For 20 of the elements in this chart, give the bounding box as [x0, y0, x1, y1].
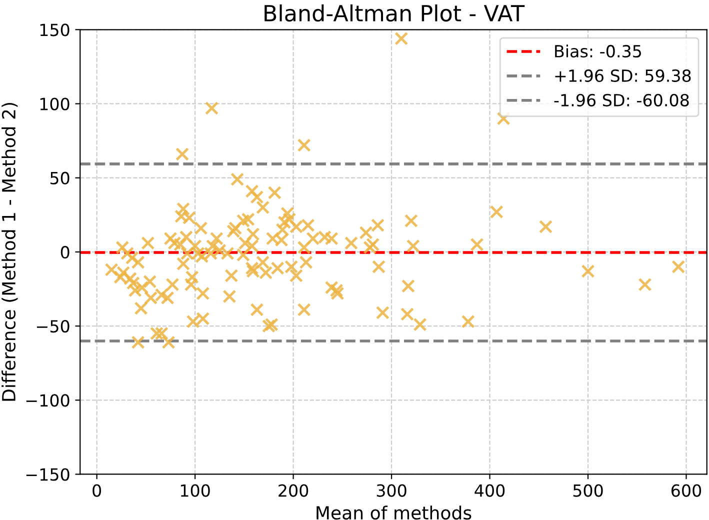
x-tick-label: 400	[474, 484, 505, 497]
y-tick-label: 150	[40, 24, 70, 36]
y-tick-label: 50	[50, 172, 70, 184]
y-tick-label: 0	[60, 246, 70, 259]
x-tick-label: 600	[672, 484, 702, 497]
chart-title: Bland-Altman Plot - VAT	[264, 4, 525, 22]
legend-label: +1.96 SD: 59.38	[555, 69, 691, 82]
x-tick-label: 200	[278, 484, 308, 497]
x-tick-label: 0	[92, 484, 102, 497]
x-tick-label: 500	[573, 484, 603, 497]
y-axis-title: Difference (Method 1 - Method 2)	[2, 102, 18, 401]
legend-label: -1.96 SD: -60.08	[554, 94, 689, 106]
x-tick-label: 100	[180, 484, 210, 497]
y-tick-label: −50	[36, 320, 70, 333]
y-tick-label: −150	[26, 468, 70, 481]
x-tick-label: 300	[376, 484, 406, 497]
y-tick-label: −100	[26, 394, 70, 407]
y-tick-label: 100	[40, 98, 70, 110]
legend-label: Bias: -0.35	[555, 44, 642, 58]
x-axis-title: Mean of methods	[316, 506, 472, 520]
